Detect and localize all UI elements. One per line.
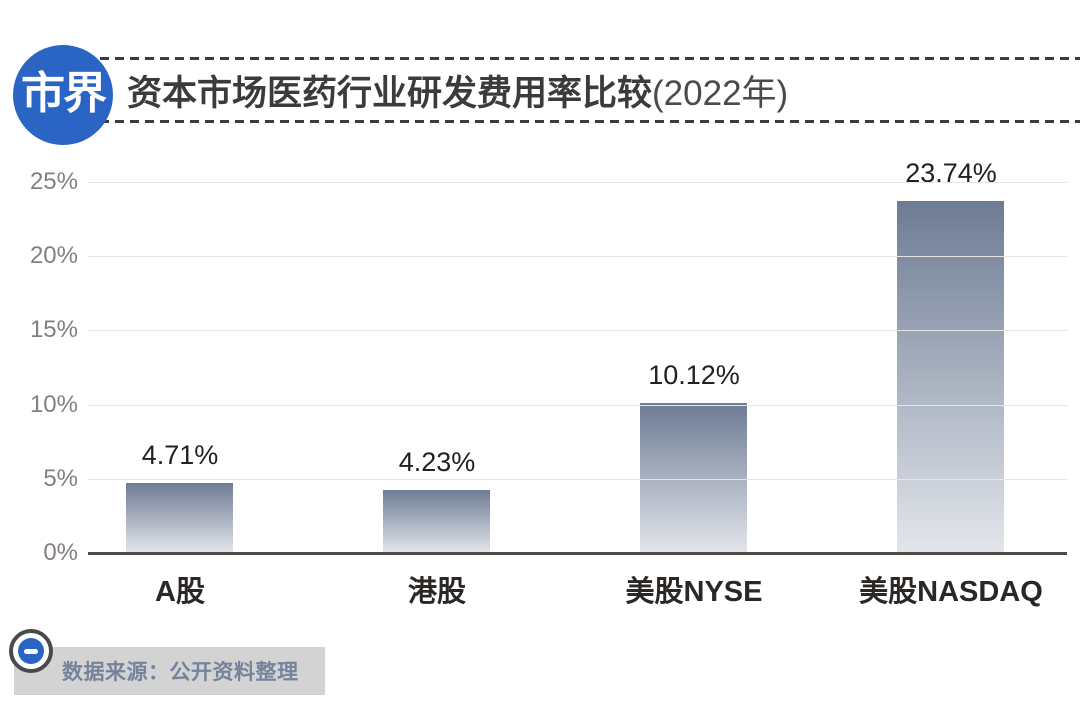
bar-category-label: 美股NYSE: [625, 576, 763, 608]
gridline: [88, 256, 1067, 258]
bar-group-nyse: 10.12% 美股NYSE: [594, 160, 794, 608]
bar-a-shares: [126, 483, 233, 553]
y-tick-label: 10%: [29, 390, 78, 418]
bar-value-label: 23.74%: [905, 158, 997, 188]
bar-category-label: A股: [155, 576, 205, 608]
bar-category-label: 美股NASDAQ: [859, 576, 1043, 608]
bar-hk-shares: [383, 490, 490, 553]
y-tick-label: 25%: [29, 168, 78, 195]
brand-logo: 市界: [13, 45, 113, 145]
bar-group-hk-shares: 4.23% 港股: [337, 160, 537, 608]
gridline: [88, 478, 1067, 480]
minus-bar-shape: [24, 648, 38, 654]
minus-circle-icon: [18, 638, 44, 664]
bar-nasdaq: [897, 201, 1004, 553]
chart-title-main: 资本市场医药行业研发费用率比较: [127, 73, 653, 113]
bar-group-a-shares: 4.71% A股: [80, 160, 280, 608]
y-tick-label: 0%: [43, 539, 78, 566]
gridline: [88, 330, 1067, 332]
bar-value-label: 10.12%: [648, 360, 740, 390]
data-source-text: 数据来源：公开资料整理: [62, 661, 299, 684]
x-axis-line: [88, 552, 1067, 555]
y-tick-label: 15%: [29, 316, 78, 344]
bar-chart-plot-area: 4.71% A股 4.23% 港股 10.12% 美股NYSE 23.74% 美…: [0, 158, 1080, 608]
brand-badge: [9, 629, 53, 673]
bar-value-label: 4.23%: [398, 447, 476, 477]
bar-nyse: [640, 403, 747, 553]
bar-category-label: 港股: [407, 576, 466, 608]
brand-logo-text: 市界: [21, 69, 107, 118]
bar-group-nasdaq: 23.74% 美股NASDAQ: [851, 158, 1051, 608]
gridline: [88, 182, 1067, 183]
chart-title: 资本市场医药行业研发费用率比较 (2022年): [100, 57, 1080, 123]
title-box: 资本市场医药行业研发费用率比较 (2022年): [100, 57, 1080, 123]
data-source-box: 数据来源：公开资料整理: [14, 647, 325, 695]
chart-title-year: (2022年): [652, 73, 789, 113]
y-tick-label: 5%: [43, 464, 78, 492]
bar-value-label: 4.71%: [141, 440, 219, 470]
y-tick-label: 20%: [29, 242, 78, 270]
gridline: [88, 404, 1067, 406]
